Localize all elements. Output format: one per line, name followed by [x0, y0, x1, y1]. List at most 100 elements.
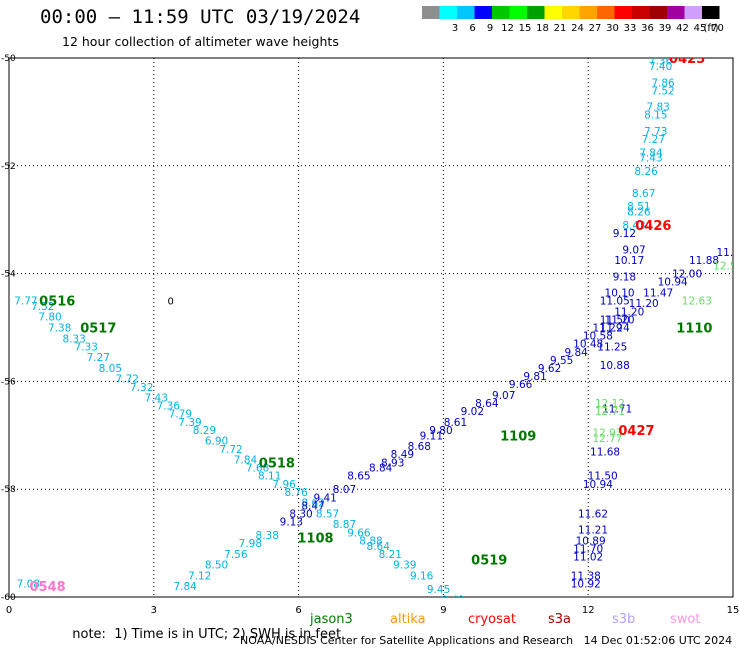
satellite-legend-item: jason3 [310, 612, 353, 627]
swh-data-point: 11.20 [614, 306, 644, 318]
swh-data-point: 7.32 [130, 382, 153, 394]
swh-data-point: 9.55 [550, 355, 573, 367]
colorbar-swatch [439, 6, 457, 19]
swh-data-point: 11.50 [600, 314, 630, 326]
swh-data-point: 10.58 [583, 331, 613, 343]
swh-data-point: 9.62 [538, 363, 561, 375]
colorbar-tick-label: 24 [571, 23, 584, 34]
swh-data-point: 8.47 [301, 500, 324, 512]
swh-data-point: 8.76 [284, 487, 308, 499]
colorbar-tick-label: 9 [487, 23, 493, 34]
swh-data-point: 12.12 [595, 398, 625, 410]
swh-data-point: 12.00 [672, 269, 702, 281]
swh-data-point: 11.47 [643, 287, 673, 299]
swh-data-point: 6.90 [205, 436, 228, 448]
satellite-legend-item: s3b [612, 612, 636, 627]
colorbar-legend: 3 6 9 12 15 18 21 24 27 30 33 36 39 42 45 70(ft) [422, 6, 724, 34]
colorbar-swatch [422, 6, 440, 19]
colorbar-tick-label: 27 [589, 23, 602, 34]
swh-data-point: 9.80 [429, 425, 452, 437]
x-tick-label: 9 [440, 605, 446, 616]
swh-data-point: 7.52 [651, 85, 674, 97]
swh-data-point: 7.68 [246, 463, 269, 475]
swh-data-point: 7.98 [239, 538, 262, 550]
swh-data-point: 9.41 [313, 492, 336, 504]
colorbar-tick-label: 21 [554, 23, 567, 34]
colorbar-swatch [562, 6, 580, 19]
swh-data-point: 9.13 [280, 517, 303, 529]
pass-time-label: 1109 [500, 429, 536, 444]
pass-time-label: 1110 [676, 322, 712, 337]
colorbar-tick-label: 6 [469, 23, 475, 34]
colorbar-tick-label: 39 [659, 23, 672, 34]
swh-data-point: 11.20 [629, 298, 659, 310]
swh-data-point: 8.67 [632, 188, 655, 200]
swh-data-point: 10.10 [605, 287, 635, 299]
page-subtitle: 12 hour collection of altimeter wave hei… [62, 34, 339, 49]
plot-area: 7.777.527.807.388.337.337.278.057.727.32… [14, 58, 740, 597]
swh-data-point: 7.43 [145, 393, 168, 405]
pass-time-label: 0519 [471, 553, 507, 568]
swh-data-point: 8.26 [627, 207, 651, 219]
swh-data-point: 7.72 [116, 374, 139, 386]
swh-data-point: 7.80 [38, 312, 61, 324]
swh-data-point: 9.81 [523, 371, 546, 383]
swh-data-point: 7.52 [31, 301, 54, 313]
pass-time-label: 0426 [635, 219, 671, 234]
swh-data-point: 8.87 [333, 519, 356, 531]
swh-data-point: 10.94 [583, 479, 613, 491]
swh-data-point: 8.65 [347, 471, 370, 483]
swh-data-point: 8.93 [381, 457, 404, 469]
colorbar-swatch [684, 6, 702, 19]
colorbar-tick-label: 45 [694, 23, 707, 34]
y-tick-label: -60 [1, 593, 16, 603]
swh-data-point: 7.56 [224, 549, 248, 561]
swh-data-point: 8.21 [379, 549, 402, 561]
colorbar-swatch [492, 6, 510, 19]
swh-data-point: 11.25 [597, 341, 627, 353]
swh-data-point: 7.84 [173, 581, 197, 593]
colorbar-swatch [474, 6, 492, 19]
colorbar-swatch [544, 6, 562, 19]
swh-data-point: 11.20 [605, 314, 635, 326]
swh-data-point: 12.71 [595, 406, 625, 418]
swh-data-point: 11.21 [578, 525, 608, 537]
swh-data-point: 9.18 [613, 271, 636, 283]
swh-data-point: 9.45 [427, 584, 450, 596]
colorbar-tick-label: 42 [676, 23, 689, 34]
swh-data-point: 8.30 [289, 508, 312, 520]
colorbar-tick-label: 18 [536, 23, 549, 34]
swh-data-point: 8.50 [205, 560, 228, 572]
swh-data-point: 7.33 [75, 341, 98, 353]
swh-data-point: 7.96 [272, 479, 296, 491]
swh-data-point: 11.62 [578, 508, 608, 520]
colorbar-tick-label: 15 [519, 23, 532, 34]
swh-data-point: 8.84 [369, 463, 393, 475]
swh-data-point: 12.63 [682, 296, 712, 308]
footer-credit: NOAA/NESDIS Center for Satellite Applica… [240, 634, 733, 647]
swh-data-point: 12.77 [592, 433, 622, 445]
swh-data-point: 11.05 [600, 296, 630, 308]
pass-time-label: 0548 [30, 580, 66, 595]
swh-data-point: 7.72 [219, 444, 242, 456]
satellite-legend-item: s3a [548, 612, 572, 627]
y-tick-label: -50 [1, 54, 16, 64]
swh-data-point: 8.57 [316, 508, 339, 520]
swh-data-point: 10.92 [571, 579, 601, 591]
colorbar-tick-label: 3 [452, 23, 458, 34]
swh-data-point: 8.49 [391, 449, 414, 461]
swh-data-point: 8.33 [62, 333, 85, 345]
pass-time-label: 1108 [297, 532, 333, 547]
colorbar-swatch [509, 6, 527, 19]
swh-data-point: 7.77 [14, 296, 37, 308]
swh-data-point: 8.26 [634, 166, 658, 178]
swh-data-point: 9.02 [461, 406, 484, 418]
colorbar-unit: (ft) [704, 23, 719, 34]
swh-data-point: 7.84 [234, 455, 258, 467]
swh-data-point: 11.71 [602, 403, 632, 415]
swh-data-point: 9.16 [410, 570, 434, 582]
swh-data-point: 8.64 [367, 541, 391, 553]
swh-data-point: 9.12 [613, 228, 636, 240]
swh-data-point: 12.56 [713, 261, 740, 273]
